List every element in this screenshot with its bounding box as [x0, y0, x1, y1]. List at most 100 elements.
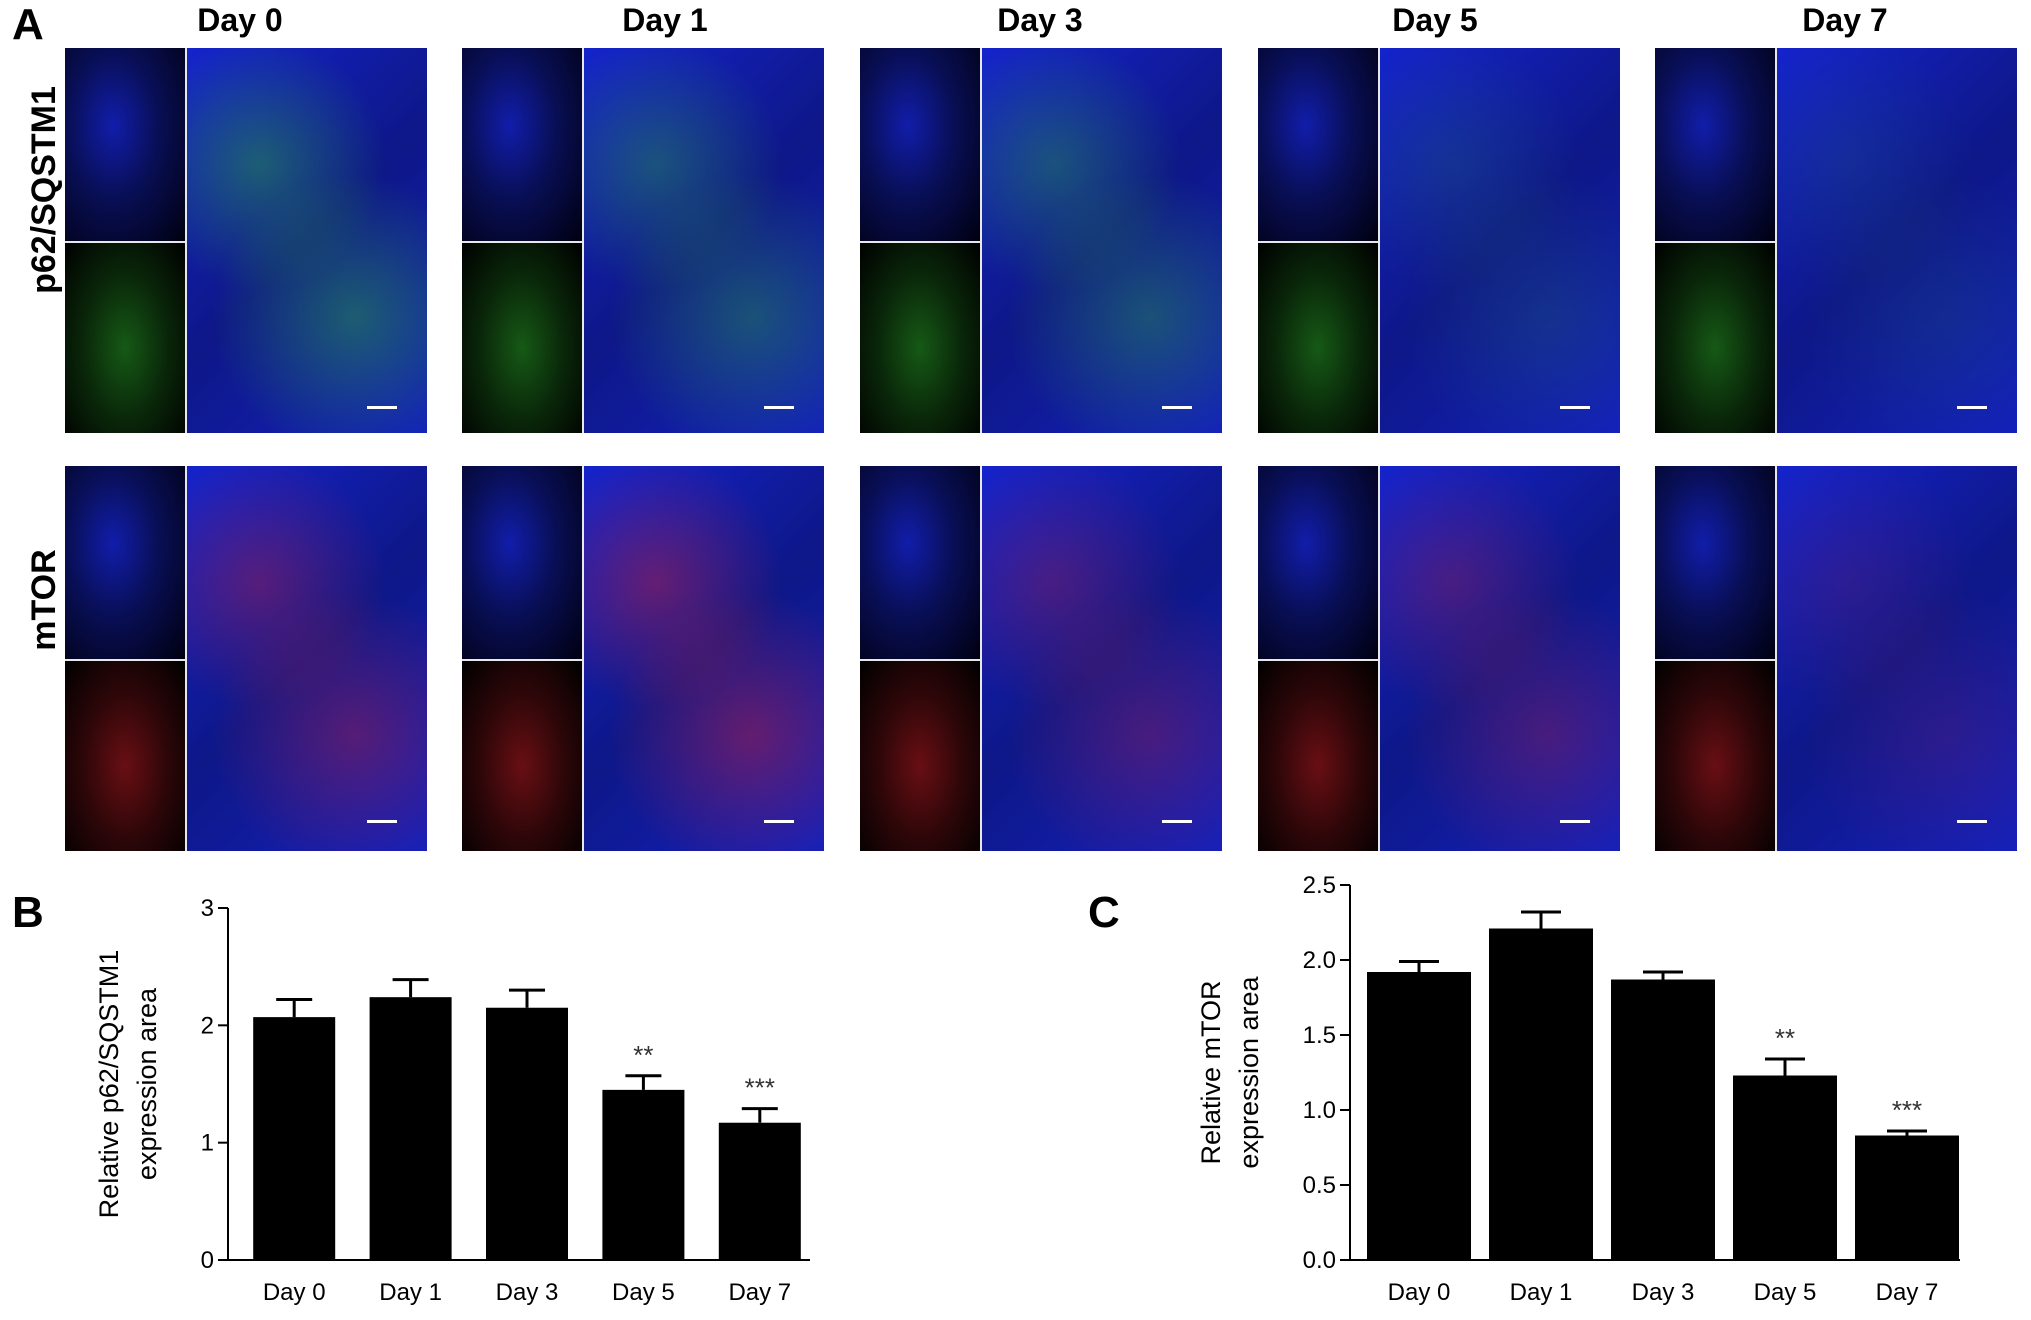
inset-nuclear	[1258, 48, 1378, 241]
inset-nuclear	[65, 48, 185, 241]
x-tick-label-0: Day 0	[263, 1279, 326, 1306]
x-tick-label-2: Day 3	[1632, 1279, 1695, 1306]
merged-image	[1777, 48, 2017, 433]
inset-divider-horizontal	[860, 241, 982, 243]
inset-marker	[1655, 661, 1775, 851]
x-tick-label-1: Day 1	[1510, 1279, 1573, 1306]
inset-divider-vertical	[1378, 48, 1380, 433]
row-label-p62: p62/SQSTM1	[25, 86, 63, 294]
inset-divider-horizontal	[462, 659, 584, 661]
micrograph-green-4	[1655, 48, 2017, 433]
micrograph-red-4	[1655, 466, 2017, 851]
day-label-0: Day 0	[197, 2, 283, 38]
inset-marker	[860, 661, 980, 851]
merged-image	[1380, 48, 1620, 433]
day-label-1: Day 1	[622, 2, 708, 38]
inset-nuclear	[462, 48, 582, 241]
micrograph-green-0	[65, 48, 427, 433]
inset-divider-horizontal	[462, 241, 584, 243]
inset-divider-horizontal	[65, 659, 187, 661]
significance-3: **	[1775, 1023, 1795, 1053]
merged-image	[584, 466, 824, 851]
significance-4: ***	[1892, 1095, 1922, 1125]
scale-bar	[367, 406, 397, 409]
y-tick-label: 0.5	[1303, 1172, 1336, 1199]
panel-a-letter: A	[12, 0, 44, 49]
inset-nuclear	[1655, 48, 1775, 241]
inset-divider-horizontal	[860, 659, 982, 661]
micrograph-green-3	[1258, 48, 1620, 433]
inset-divider-vertical	[185, 466, 187, 851]
bar-3	[602, 1089, 685, 1260]
inset-divider-vertical	[1378, 466, 1380, 851]
inset-divider-vertical	[582, 466, 584, 851]
y-tick-label: 0.0	[1303, 1247, 1336, 1274]
merged-image	[187, 466, 427, 851]
inset-nuclear	[65, 466, 185, 659]
inset-divider-horizontal	[1258, 659, 1380, 661]
scale-bar	[1162, 820, 1192, 823]
inset-divider-horizontal	[1655, 241, 1777, 243]
row-label-mtor: mTOR	[25, 549, 63, 651]
inset-divider-vertical	[185, 48, 187, 433]
inset-divider-vertical	[980, 48, 982, 433]
merged-image	[1380, 466, 1620, 851]
inset-divider-horizontal	[1258, 241, 1380, 243]
inset-marker	[1258, 661, 1378, 851]
scale-bar	[764, 820, 794, 823]
inset-marker	[860, 243, 980, 433]
scale-bar	[1957, 406, 1987, 409]
merged-image	[584, 48, 824, 433]
y-axis-label: Relative p62/SQSTM1 expression area	[94, 950, 162, 1219]
bar-4	[718, 1122, 801, 1260]
merged-image	[1777, 466, 2017, 851]
y-tick-label: 1	[201, 1130, 214, 1157]
inset-divider-vertical	[1775, 466, 1777, 851]
bar-1	[369, 997, 452, 1260]
inset-divider-horizontal	[65, 241, 187, 243]
y-tick-label: 1.0	[1303, 1097, 1336, 1124]
bar-2	[486, 1007, 568, 1260]
x-tick-label-4: Day 7	[1876, 1279, 1939, 1306]
bar-3	[1733, 1075, 1837, 1260]
y-tick-label: 1.5	[1303, 1022, 1336, 1049]
panel-b-letter: B	[12, 888, 44, 937]
y-tick-label: 2.5	[1303, 872, 1336, 899]
micrograph-green-2	[860, 48, 1222, 433]
x-tick-label-3: Day 5	[1754, 1279, 1817, 1306]
inset-nuclear	[462, 466, 582, 659]
y-tick-label: 3	[201, 895, 214, 922]
inset-divider-horizontal	[1655, 659, 1777, 661]
bar-0	[1367, 972, 1471, 1260]
scale-bar	[1162, 406, 1192, 409]
inset-nuclear	[1655, 466, 1775, 659]
significance-4: ***	[745, 1073, 775, 1103]
x-tick-label-2: Day 3	[496, 1279, 559, 1306]
panel-c-letter: C	[1088, 888, 1120, 937]
x-tick-label-0: Day 0	[1388, 1279, 1451, 1306]
day-label-7: Day 7	[1802, 2, 1888, 38]
y-tick-label: 2.0	[1303, 947, 1336, 974]
inset-marker	[65, 661, 185, 851]
y-tick-label: 2	[201, 1012, 214, 1039]
inset-marker	[1655, 243, 1775, 433]
significance-3: **	[633, 1040, 653, 1070]
inset-nuclear	[860, 466, 980, 659]
bar-0	[253, 1017, 336, 1260]
inset-marker	[462, 243, 582, 433]
x-tick-label-3: Day 5	[612, 1279, 675, 1306]
y-axis-label-line: expression area	[132, 987, 162, 1180]
chart-c: 0.0 0.5 1.0 1.5 2.0 2.5 Relative mTOR expressio…	[1196, 872, 1960, 1306]
merged-image	[187, 48, 427, 433]
merged-image	[982, 48, 1222, 433]
y-axis-label: Relative mTOR expression area	[1196, 975, 1264, 1168]
y-tick-label: 0	[201, 1247, 214, 1274]
inset-nuclear	[1258, 466, 1378, 659]
inset-nuclear	[860, 48, 980, 241]
scale-bar	[367, 820, 397, 823]
chart-b: 0 1 2 3 Relative p62/SQSTM1 expression area Da…	[94, 895, 810, 1306]
scale-bar	[1957, 820, 1987, 823]
bar-4	[1855, 1135, 1959, 1260]
inset-divider-vertical	[980, 466, 982, 851]
micrograph-red-0	[65, 466, 427, 851]
